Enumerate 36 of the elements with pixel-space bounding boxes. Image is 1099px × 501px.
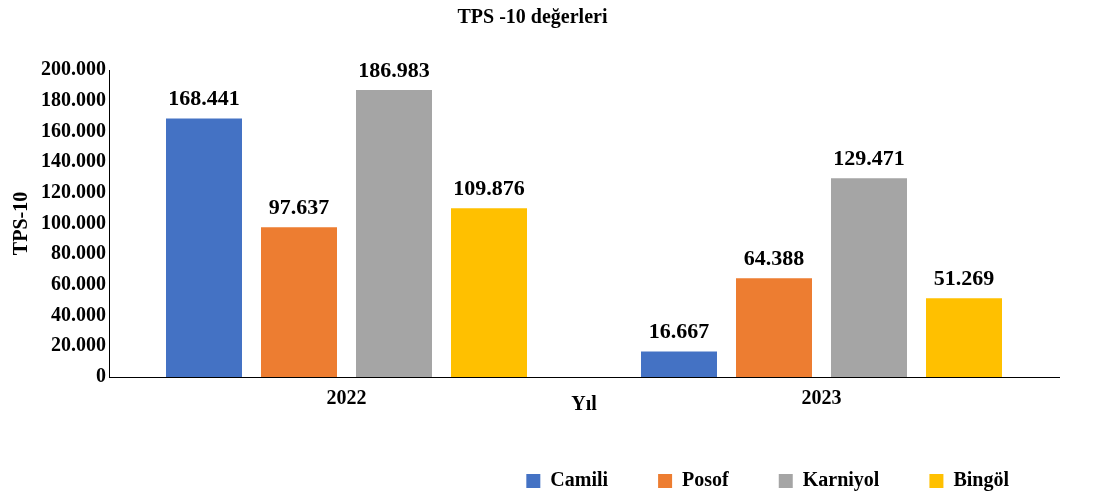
legend-label: Bingöl (953, 468, 1010, 492)
y-tick-label: 180.000 (41, 87, 106, 110)
bar (356, 89, 432, 377)
y-tick-label: 20.000 (51, 333, 106, 356)
x-axis-title: Yıl (571, 392, 598, 415)
bar (166, 118, 242, 377)
x-tick-label: 2022 (326, 386, 367, 409)
y-tick-label: 60.000 (51, 272, 106, 295)
bar (926, 298, 1002, 377)
data-label: 186.983 (358, 56, 430, 82)
bar (641, 351, 717, 377)
data-label: 16.667 (648, 318, 710, 344)
data-label: 129.471 (833, 144, 905, 170)
data-label: 51.269 (933, 264, 995, 290)
data-label: 97.637 (268, 193, 330, 219)
x-tick-label: 2023 (801, 386, 842, 409)
legend-label: Karniyol (802, 468, 880, 492)
legend-label: Posof (682, 468, 730, 491)
bar (736, 278, 812, 377)
y-tick-label: 80.000 (51, 241, 106, 264)
bar (451, 208, 527, 377)
y-tick-label: 0 (96, 364, 106, 387)
y-tick-label: 120.000 (41, 179, 106, 202)
y-axis-title: TPS-10 (9, 191, 32, 256)
data-label: 168.441 (168, 85, 240, 111)
y-tick-label: 160.000 (41, 118, 106, 141)
data-label: 109.876 (453, 175, 525, 201)
y-tick-label: 40.000 (51, 302, 106, 325)
y-tick-label: 140.000 (41, 149, 106, 172)
y-tick-label: 200.000 (41, 57, 106, 80)
bar (831, 178, 907, 377)
chart-title: TPS -10 değerleri (457, 5, 608, 29)
y-tick-label: 100.000 (41, 210, 106, 233)
legend-label: Camili (550, 468, 609, 491)
data-label: 64.388 (743, 244, 805, 270)
bar (261, 227, 337, 377)
